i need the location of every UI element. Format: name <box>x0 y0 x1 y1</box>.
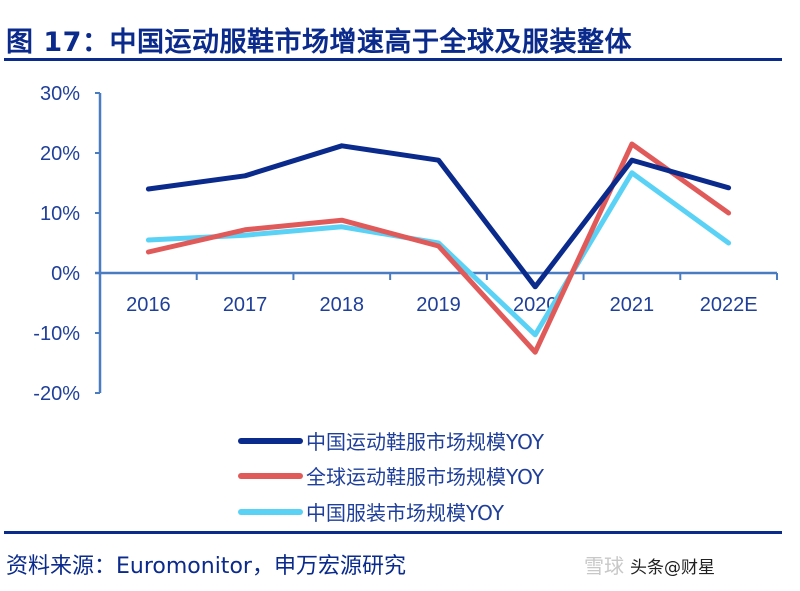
x-tick-label: 2020 <box>513 294 558 316</box>
x-tick-label: 2016 <box>126 294 171 316</box>
legend-label: 全球运动鞋服市场规模YOY <box>306 465 545 489</box>
watermark: 雪球 头条@财星 <box>584 550 715 579</box>
y-tick-label: 0% <box>51 263 80 285</box>
y-tick-label: 20% <box>40 143 80 165</box>
y-tick-label: 30% <box>40 83 80 105</box>
series-lines <box>145 141 732 355</box>
chart-title: 图 17：中国运动服鞋市场增速高于全球及服装整体 <box>6 27 632 58</box>
line-chart: 30% 20% 10% 0% -10% -20% 2016 2017 2018 2019 2020… <box>33 83 778 525</box>
y-tick-label: 10% <box>40 203 80 225</box>
watermark-user: 头条@财星 <box>630 558 715 578</box>
legend-label: 中国运动鞋服市场规模YOY <box>306 430 545 454</box>
x-tick-label: 2017 <box>223 294 268 316</box>
title-divider <box>4 58 782 61</box>
x-tick-label: 2019 <box>416 294 461 316</box>
x-tick-label: 2018 <box>320 294 365 316</box>
x-tick-label: 2022E <box>700 294 758 316</box>
series-line <box>145 141 732 355</box>
legend: 中国运动鞋服市场规模YOY 全球运动鞋服市场规模YOY 中国服装市场规模YOY <box>238 430 545 525</box>
y-tick-label: -10% <box>33 323 80 345</box>
y-tick-label: -20% <box>33 383 80 405</box>
x-tick-label: 2021 <box>610 294 655 316</box>
source-note: 资料来源：Euromonitor，申万宏源研究 <box>6 554 406 579</box>
y-axis: 30% 20% 10% 0% -10% -20% <box>33 83 102 405</box>
x-axis: 2016 2017 2018 2019 2020 2021 2022E <box>95 271 778 316</box>
watermark-text: 雪球 <box>584 554 624 578</box>
series-line <box>145 143 732 290</box>
legend-label: 中国服装市场规模YOY <box>306 501 505 525</box>
footer-divider <box>4 531 782 534</box>
series-line <box>145 170 732 338</box>
